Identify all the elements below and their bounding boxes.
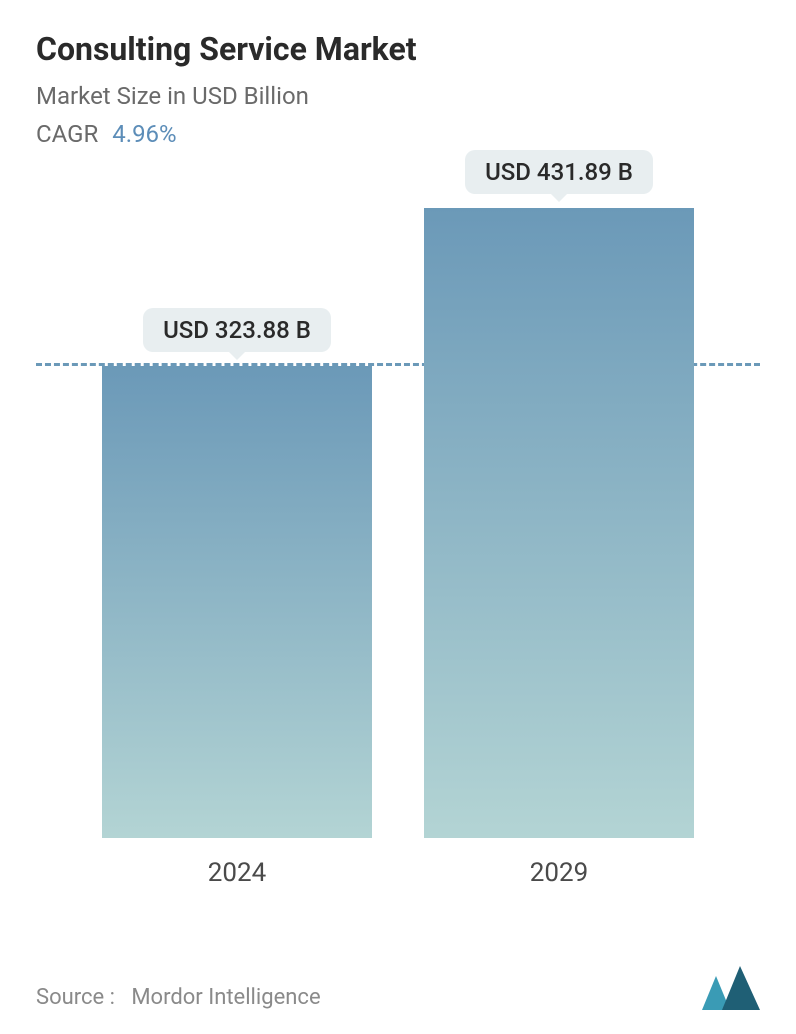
bars-wrap: USD 323.88 B USD 431.89 B [36, 208, 760, 838]
value-pill-2024: USD 323.88 B [143, 308, 331, 352]
chart-title: Consulting Service Market [36, 30, 760, 68]
bar-group-2029: USD 431.89 B [424, 150, 694, 838]
xaxis-label-2029: 2029 [424, 858, 694, 888]
cagr-value: 4.96% [112, 120, 176, 148]
x-axis: 2024 2029 [36, 858, 760, 888]
bar-group-2024: USD 323.88 B [102, 308, 372, 838]
cagr-label: CAGR [36, 120, 98, 148]
chart-container: Consulting Service Market Market Size in… [0, 0, 796, 1034]
chart-plot-area: USD 323.88 B USD 431.89 B 2024 2029 [36, 208, 760, 888]
value-pill-2029: USD 431.89 B [465, 150, 653, 194]
source-label: Source : [36, 985, 115, 1010]
mordor-logo-icon [702, 966, 760, 1010]
source-name: Mordor Intelligence [131, 985, 320, 1010]
footer: Source : Mordor Intelligence [36, 966, 760, 1010]
bar-2024 [102, 366, 372, 838]
bar-2029 [424, 208, 694, 838]
source-text: Source : Mordor Intelligence [36, 985, 321, 1010]
cagr-row: CAGR 4.96% [36, 120, 760, 148]
xaxis-label-2024: 2024 [102, 858, 372, 888]
chart-subtitle: Market Size in USD Billion [36, 82, 760, 110]
